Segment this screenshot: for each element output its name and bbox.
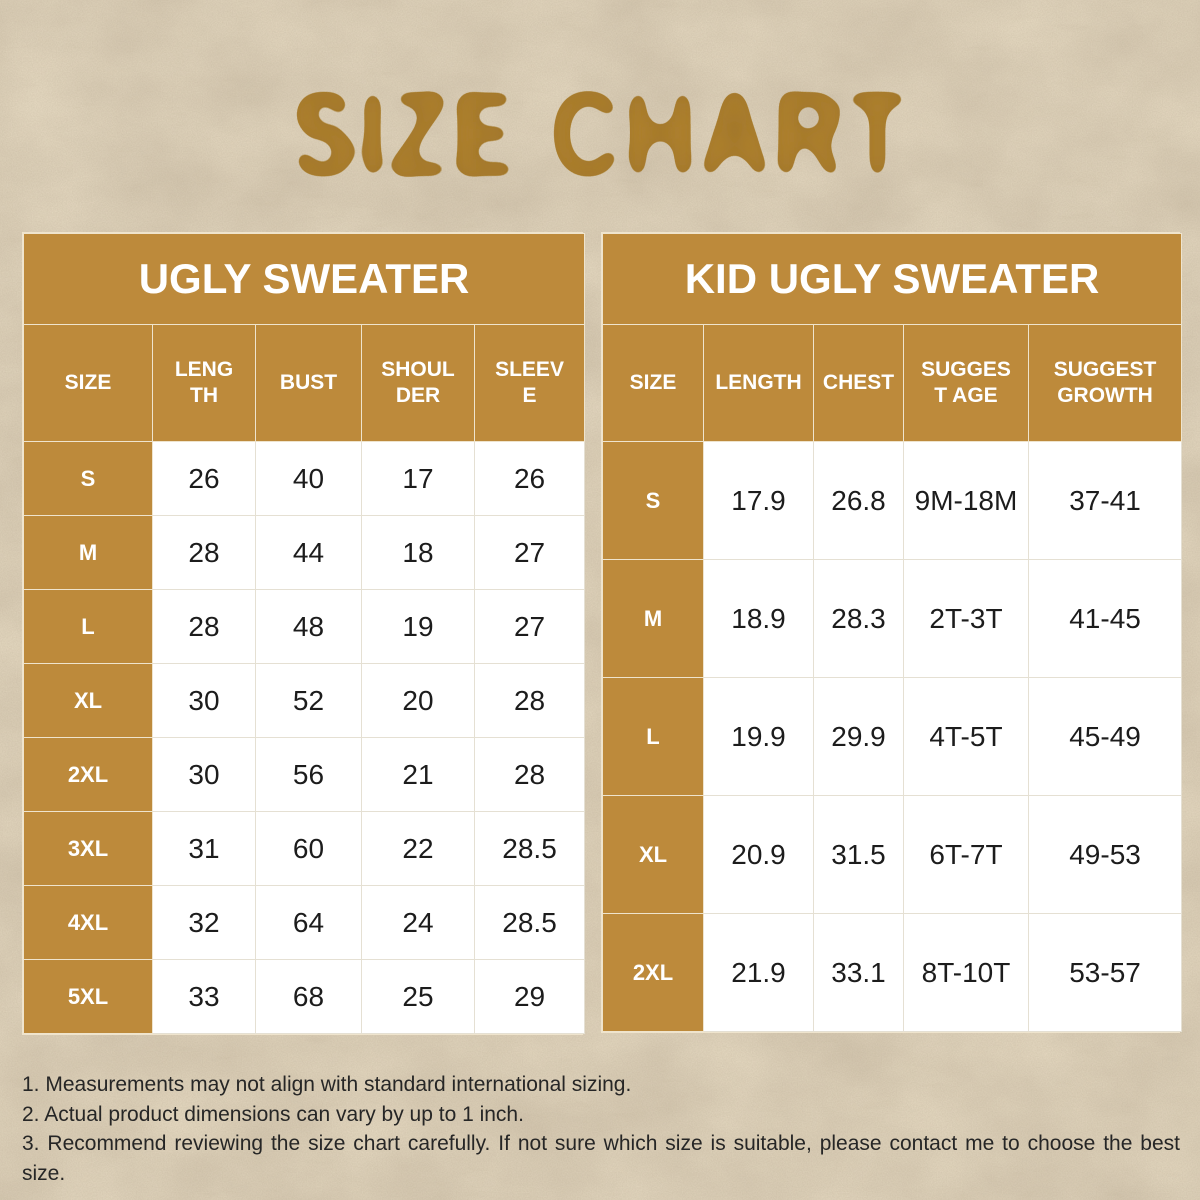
- svg-text:SIZE CHART: SIZE CHART: [290, 66, 910, 203]
